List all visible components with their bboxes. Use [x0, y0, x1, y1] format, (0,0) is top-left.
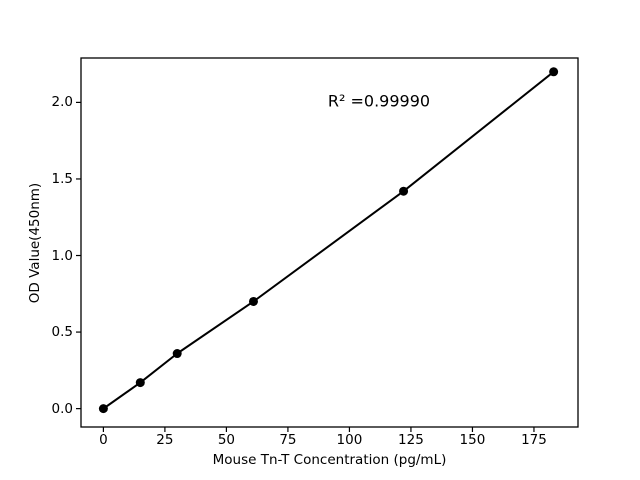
data-point — [135, 378, 145, 388]
x-axis-label: Mouse Tn-T Concentration (pg/mL) — [212, 452, 447, 468]
x-tick-label: 125 — [398, 432, 424, 448]
data-point — [98, 404, 108, 414]
r-squared-annotation: R² =0.99990 — [327, 91, 431, 111]
data-line — [102, 70, 555, 410]
plot-frame — [80, 57, 579, 428]
x-tick-label: 25 — [156, 432, 174, 448]
y-tick-label: 0.0 — [51, 400, 73, 417]
y-axis-label: OD Value(450nm) — [27, 182, 43, 303]
x-tick-label: 175 — [521, 432, 547, 448]
x-tick-label: 75 — [279, 432, 297, 448]
x-tick-label: 50 — [217, 432, 235, 448]
y-tick-label: 2.0 — [51, 94, 73, 111]
x-tick-label: 100 — [336, 432, 363, 448]
data-point — [172, 349, 182, 359]
x-tick-label: 0 — [99, 432, 108, 448]
x-tick-label: 150 — [459, 432, 486, 448]
data-point — [549, 67, 559, 77]
y-tick-label: 1.5 — [51, 170, 73, 187]
y-tick-label: 0.5 — [51, 324, 73, 341]
y-tick-label: 1.0 — [51, 247, 73, 264]
data-point — [248, 296, 258, 306]
data-point — [399, 186, 409, 196]
